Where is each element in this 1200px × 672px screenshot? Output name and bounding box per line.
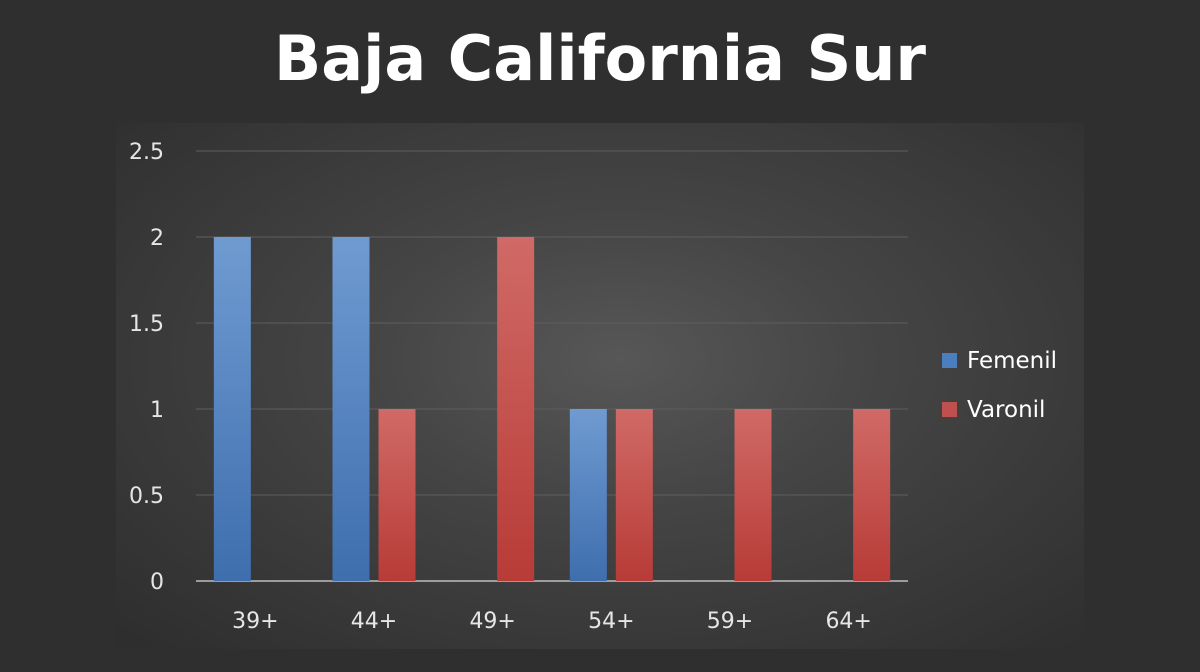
chart-panel: 0 0.5 1 1.5 2 2.5 39+ 44+ 49+ 54+ 59+ 64+ Femenil V…: [116, 123, 1084, 649]
bar-femenil-54plus: [569, 409, 607, 581]
bar-varonil-54plus: [615, 409, 653, 581]
x-tick-label: 39+: [232, 609, 278, 634]
x-axis-ticks: 39+ 44+ 49+ 54+ 59+ 64+: [232, 609, 872, 634]
legend-swatch-femenil: [942, 353, 957, 368]
y-axis-ticks: 0 0.5 1 1.5 2 2.5: [129, 140, 164, 595]
legend-label-femenil: Femenil: [967, 348, 1057, 374]
bar-varonil-59plus: [734, 409, 772, 581]
chart-title: Baja California Sur: [274, 22, 926, 95]
y-tick-label: 0: [150, 570, 164, 595]
y-tick-label: 1.5: [129, 312, 164, 337]
x-tick-label: 49+: [469, 609, 515, 634]
y-tick-label: 1: [150, 398, 164, 423]
bar-varonil-44plus: [378, 409, 416, 581]
y-tick-label: 0.5: [129, 484, 164, 509]
legend-swatch-varonil: [942, 402, 957, 417]
y-tick-label: 2.5: [129, 140, 164, 165]
y-tick-label: 2: [150, 226, 164, 251]
gridlines: [196, 150, 908, 582]
bar-varonil-49plus: [497, 237, 535, 581]
x-tick-label: 54+: [588, 609, 634, 634]
x-tick-label: 44+: [351, 609, 397, 634]
bar-varonil-64plus: [853, 409, 891, 581]
legend: Femenil Varonil: [942, 348, 1057, 423]
bar-chart: 0 0.5 1 1.5 2 2.5 39+ 44+ 49+ 54+ 59+ 64+ Femenil V…: [129, 140, 1057, 634]
x-tick-label: 59+: [707, 609, 753, 634]
bars: [213, 237, 891, 581]
legend-label-varonil: Varonil: [967, 397, 1045, 423]
bar-femenil-44plus: [332, 237, 370, 581]
bar-femenil-39plus: [213, 237, 251, 581]
x-tick-label: 64+: [825, 609, 871, 634]
